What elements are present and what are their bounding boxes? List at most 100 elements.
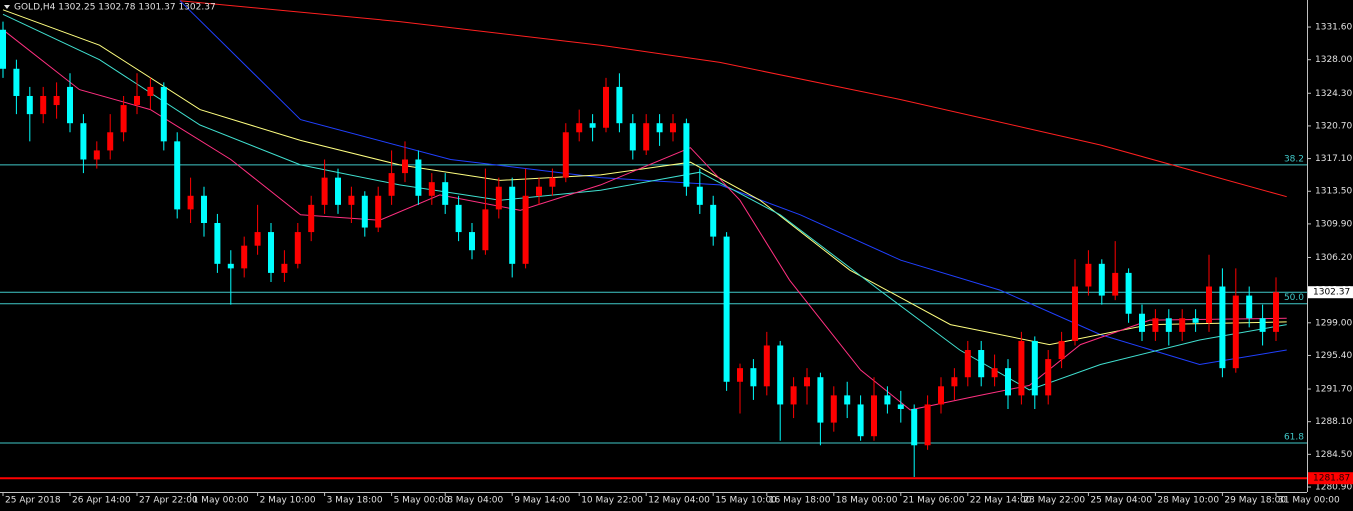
candle-body [1219, 286, 1226, 369]
candle-body [1259, 318, 1266, 332]
candle-body [26, 95, 33, 115]
candle-body [482, 209, 489, 251]
candle-body [710, 204, 717, 237]
x-tick-label: 23 May 22:00 [1023, 496, 1085, 506]
x-tick-label: 9 May 14:00 [514, 496, 570, 506]
candle-body [241, 245, 248, 269]
x-tick-label: 12 May 04:00 [648, 496, 710, 506]
candle-body [415, 159, 422, 196]
candle-body [187, 195, 194, 210]
candle-body [549, 177, 556, 187]
candle-body [321, 177, 328, 205]
candle-body [201, 195, 207, 224]
candle-body [777, 345, 784, 405]
candle-body [160, 86, 167, 142]
candle-body [991, 368, 998, 378]
candle-body [428, 182, 435, 196]
x-tick-label: 3 May 18:00 [327, 496, 383, 506]
candle-body [1085, 263, 1092, 287]
x-tick-label: 5 May 00:00 [394, 496, 450, 506]
candle-body [1206, 286, 1212, 323]
x-tick-label: 1 May 00:00 [193, 496, 249, 506]
candle-body [1192, 318, 1199, 323]
candle-body [830, 395, 837, 423]
candle-body [750, 368, 757, 387]
candle-body [643, 123, 650, 151]
candle-body [308, 204, 315, 233]
x-tick-label: 10 May 22:00 [581, 496, 643, 506]
y-tick-label: 1328.00 [1315, 55, 1352, 65]
candle-body [1139, 313, 1145, 332]
candle-body [214, 223, 221, 264]
candle-body [857, 404, 864, 437]
moving-average [179, 0, 1287, 366]
y-tick-label: 1331.60 [1315, 23, 1352, 33]
x-tick-label: 29 May 18:00 [1224, 496, 1286, 506]
current-price-label: 1302.37 [1313, 288, 1350, 298]
candle-body [911, 408, 918, 446]
y-tick-label: 1320.70 [1315, 121, 1352, 131]
y-tick-label: 1291.70 [1315, 385, 1352, 395]
candle-body [107, 132, 114, 151]
y-tick-label: 1309.90 [1315, 219, 1352, 229]
fibo-level-label: 38.2 [1284, 154, 1304, 164]
candle-body [656, 123, 663, 133]
candle-body [1018, 340, 1025, 396]
plot-area [0, 0, 1307, 480]
x-tick-label: 27 Apr 22:00 [139, 496, 198, 506]
candle-body [576, 123, 583, 133]
y-tick-label: 1313.50 [1315, 187, 1352, 197]
candle-body [683, 123, 690, 187]
y-tick-label: 1299.00 [1315, 318, 1352, 328]
candle-body [723, 236, 730, 382]
candle-body [737, 368, 743, 382]
x-tick-label: 2 May 10:00 [260, 496, 316, 506]
y-tick-label: 1324.30 [1315, 89, 1352, 99]
candle-body [616, 86, 623, 124]
moving-average [2, 29, 1287, 411]
candle-body [388, 173, 395, 196]
candle-body [1165, 318, 1172, 332]
candle-body [924, 404, 931, 446]
y-tick-label: 1317.10 [1315, 154, 1352, 164]
candle-body [522, 195, 529, 264]
candle-body [335, 177, 341, 205]
candle-body [67, 86, 73, 124]
candle-body [670, 123, 676, 133]
chart-header: GOLD,H4 1302.25 1302.78 1301.37 1302.37 [14, 3, 216, 13]
candle-body [455, 204, 462, 233]
candle-body [938, 386, 944, 405]
candle-body [509, 186, 516, 264]
candle-body [1005, 368, 1011, 396]
candle-body [348, 195, 355, 205]
candle-body [817, 377, 824, 423]
x-tick-label: 15 May 10:00 [715, 496, 777, 506]
candle-body [1179, 318, 1186, 332]
candle-body [951, 377, 958, 387]
candle-body [361, 195, 368, 228]
x-tick-label: 18 May 00:00 [836, 496, 898, 506]
x-tick-label: 16 May 18:00 [769, 496, 831, 506]
candle-body [629, 123, 636, 151]
candle-body [147, 86, 154, 96]
candle-body [254, 232, 261, 246]
candle-body [40, 95, 47, 115]
candle-body [884, 395, 891, 405]
candle-body [696, 186, 703, 205]
x-tick-label: 31 May 00:00 [1278, 496, 1340, 506]
dropdown-arrow [4, 5, 10, 9]
candle-body [1246, 295, 1253, 319]
candle-body [402, 159, 408, 174]
candle-body [227, 263, 234, 269]
candle-body [375, 195, 382, 228]
candle-body [1058, 340, 1065, 360]
candle-body [1072, 286, 1078, 341]
alert-label: 1281.87 [1313, 474, 1350, 484]
candle-body [978, 350, 985, 378]
candle-body [790, 386, 797, 405]
candle-body [964, 350, 971, 378]
fibo-level-label: 61.8 [1284, 433, 1304, 443]
candle-body [53, 95, 60, 106]
candle-body [1098, 263, 1105, 296]
y-tick-label: 1288.10 [1315, 417, 1352, 427]
